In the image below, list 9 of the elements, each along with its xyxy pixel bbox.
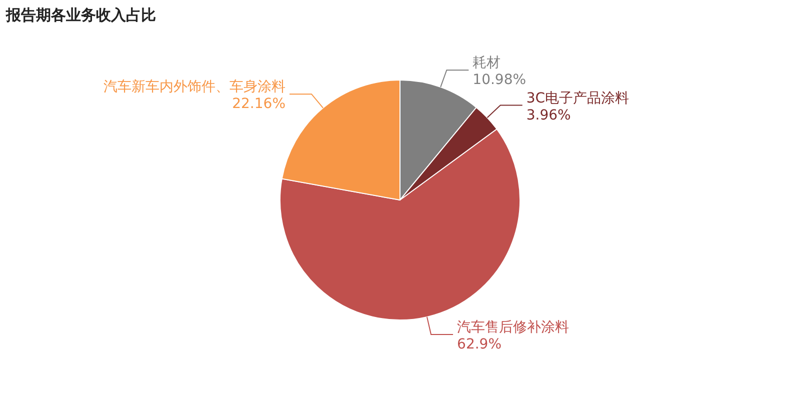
chart-title: 报告期各业务收入占比 (5, 6, 156, 24)
data-label: 22.16% (232, 96, 286, 112)
slice-label: 3C电子产品涂料 (526, 90, 630, 106)
slice-label: 汽车新车内外饰件、车身涂料 (104, 79, 286, 96)
data-label: 62.9% (457, 336, 502, 352)
slice-label: 汽车售后修补涂料 (457, 319, 570, 336)
slice-label: 耗材 (472, 55, 501, 72)
data-label: 10.98% (472, 72, 526, 88)
data-label: 3.96% (526, 107, 571, 124)
